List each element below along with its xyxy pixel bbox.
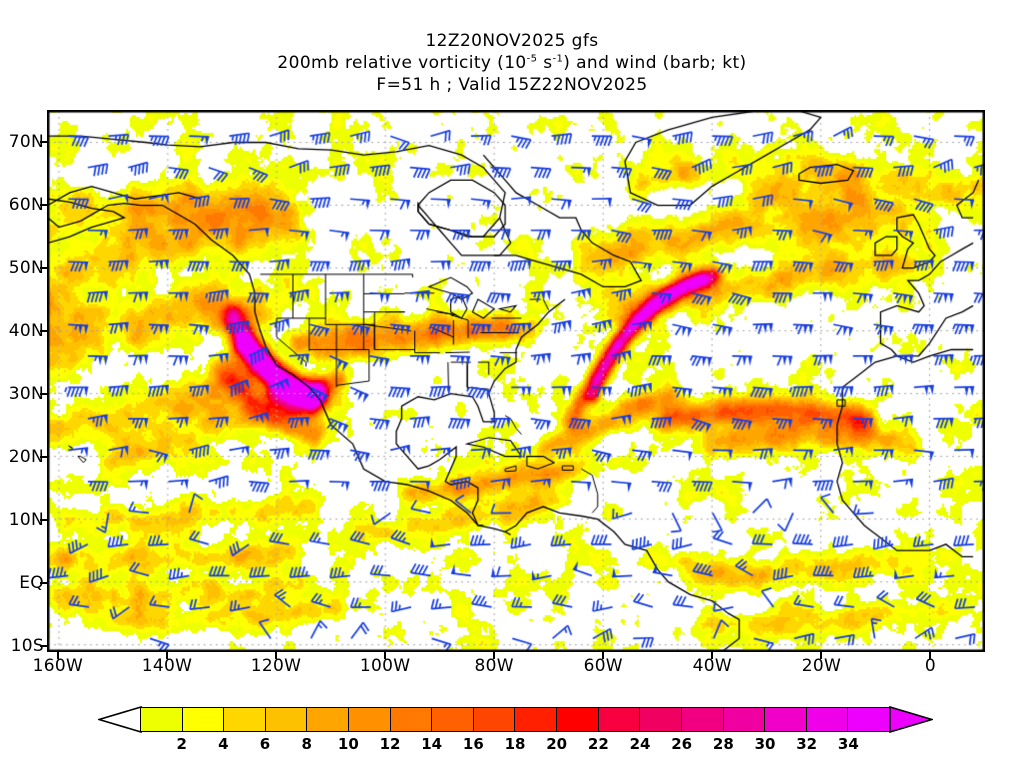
colorbar-under-arrow bbox=[98, 706, 142, 733]
x-axis-tick bbox=[493, 652, 496, 659]
y-axis-tick bbox=[40, 392, 47, 395]
colorbar-cell-6 bbox=[390, 708, 433, 731]
y-axis-tick bbox=[40, 644, 47, 647]
colorbar-tick-24: 24 bbox=[629, 735, 651, 753]
colorbar-tick-14: 14 bbox=[421, 735, 443, 753]
colorbar-cell-12 bbox=[640, 708, 682, 731]
colorbar-tick-32: 32 bbox=[796, 735, 818, 753]
x-axis-label-120w: 120W bbox=[250, 656, 302, 676]
colorbar: 2 4 6 8 10 12 14 16 18 20 22 24 26 28 30 32 34 bbox=[0, 700, 1024, 760]
colorbar-tick-12: 12 bbox=[379, 735, 401, 753]
colorbar-tick-26: 26 bbox=[671, 735, 693, 753]
x-axis-tick bbox=[384, 652, 387, 659]
colorbar-tick-8: 8 bbox=[301, 735, 312, 753]
map-plot-area bbox=[47, 110, 985, 652]
y-axis-label-10s: 10S bbox=[10, 635, 44, 656]
colorbar-cell-7 bbox=[432, 708, 474, 731]
colorbar-over-arrow bbox=[889, 706, 933, 733]
colorbar-cell-15 bbox=[765, 708, 807, 731]
x-axis-tick bbox=[820, 652, 823, 659]
colorbar-cell-2 bbox=[224, 708, 266, 731]
colorbar-tick-16: 16 bbox=[462, 735, 484, 753]
colorbar-tick-10: 10 bbox=[337, 735, 359, 753]
x-axis-tick bbox=[56, 652, 59, 659]
y-axis-tick bbox=[40, 266, 47, 269]
x-axis-label-100w: 100W bbox=[359, 656, 411, 676]
colorbar-tick-22: 22 bbox=[587, 735, 609, 753]
colorbar-cell-0 bbox=[141, 708, 183, 731]
colorbar-cell-9 bbox=[515, 708, 558, 731]
title-field-post: ) and wind (barb; kt) bbox=[563, 53, 747, 74]
y-axis-tick bbox=[40, 329, 47, 332]
colorbar-tick-2: 2 bbox=[176, 735, 187, 753]
title-exp-2: -1 bbox=[552, 53, 564, 65]
title-exp-1: -5 bbox=[526, 53, 538, 65]
vorticity-wind-canvas bbox=[48, 111, 984, 651]
colorbar-cell-3 bbox=[265, 708, 308, 731]
x-axis-label-80w: 80W bbox=[474, 656, 514, 676]
x-axis-tick bbox=[711, 652, 714, 659]
y-axis-tick bbox=[40, 518, 47, 521]
colorbar-tick-18: 18 bbox=[504, 735, 526, 753]
x-axis-tick bbox=[929, 652, 932, 659]
y-axis-label-60n: 60N bbox=[8, 194, 44, 215]
colorbar-tick-20: 20 bbox=[546, 735, 568, 753]
colorbar-cell-5 bbox=[349, 708, 391, 731]
colorbar-cell-14 bbox=[723, 708, 766, 731]
y-axis-label-40n: 40N bbox=[8, 320, 44, 341]
x-axis-tick bbox=[165, 652, 168, 659]
y-axis-tick bbox=[40, 140, 47, 143]
x-axis-label-0: 0 bbox=[924, 656, 937, 676]
y-axis-label-eq: EQ bbox=[19, 572, 44, 593]
colorbar-cell-4 bbox=[307, 708, 350, 731]
colorbar-tick-34: 34 bbox=[837, 735, 859, 753]
title-line-model: 12Z20NOV2025 gfs bbox=[425, 31, 599, 51]
title-field-pre: 200mb relative vorticity (10 bbox=[277, 53, 527, 74]
colorbar-cell-10 bbox=[557, 708, 599, 731]
colorbar-cell-1 bbox=[182, 708, 225, 731]
colorbar-tick-6: 6 bbox=[259, 735, 271, 753]
x-axis-tick bbox=[275, 652, 278, 659]
colorbar-cells bbox=[140, 707, 890, 732]
colorbar-tick-30: 30 bbox=[754, 735, 776, 753]
x-axis-label-20w: 20W bbox=[801, 656, 842, 676]
y-axis-label-10n: 10N bbox=[8, 509, 44, 530]
chart-title-block: 12Z20NOV2025 gfs 200mb relative vorticit… bbox=[0, 30, 1024, 96]
title-field-mid: s bbox=[537, 53, 553, 74]
y-axis-label-20n: 20N bbox=[8, 446, 44, 467]
colorbar-cell-13 bbox=[681, 708, 724, 731]
y-axis-tick bbox=[40, 581, 47, 584]
x-axis-label-140w: 140W bbox=[141, 656, 193, 676]
title-line-valid: F=51 h ; Valid 15Z22NOV2025 bbox=[376, 75, 648, 96]
y-axis-label-70n: 70N bbox=[8, 131, 44, 152]
y-axis-tick bbox=[40, 203, 47, 206]
y-axis-label-30n: 30N bbox=[8, 383, 44, 404]
x-axis-label-40w: 40W bbox=[692, 656, 732, 676]
colorbar-cell-17 bbox=[848, 708, 889, 731]
colorbar-tick-28: 28 bbox=[712, 735, 734, 753]
x-axis-label-160w: 160W bbox=[32, 656, 84, 676]
x-axis-label-60w: 60W bbox=[583, 656, 623, 676]
y-axis-tick bbox=[40, 455, 47, 458]
x-axis-tick bbox=[602, 652, 605, 659]
title-line-field: 200mb relative vorticity (10-5 s-1) and … bbox=[0, 52, 1024, 74]
colorbar-cell-16 bbox=[806, 708, 849, 731]
colorbar-tick-4: 4 bbox=[218, 735, 229, 753]
y-axis-label-50n: 50N bbox=[8, 257, 44, 278]
colorbar-cell-11 bbox=[598, 708, 641, 731]
colorbar-cell-8 bbox=[473, 708, 516, 731]
